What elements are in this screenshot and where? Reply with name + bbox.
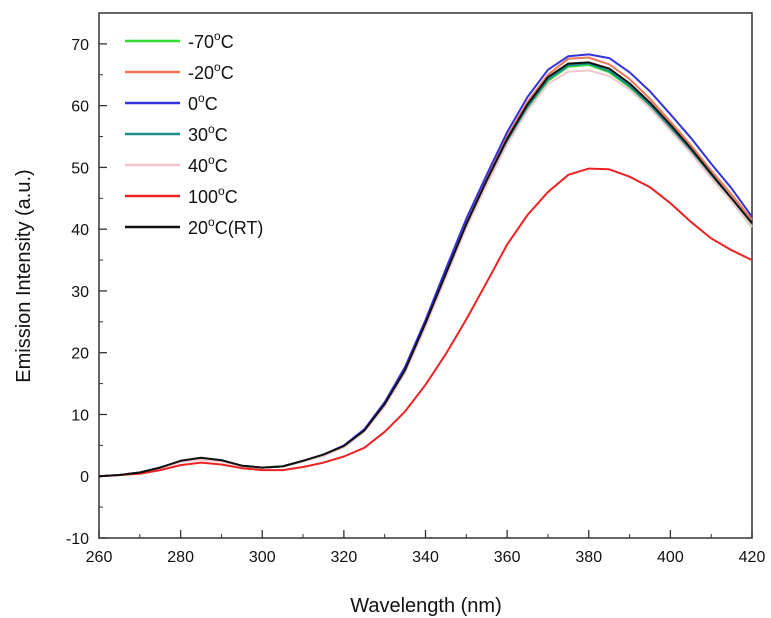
legend-entry-unit: C	[205, 94, 218, 114]
y-tick-label: 20	[71, 346, 89, 363]
x-tick-label: 360	[494, 549, 521, 566]
series-lines	[98, 53, 753, 478]
y-axis-ticks: -10 0 10 20 30 40 50 60 70	[66, 37, 107, 548]
legend-entry-value: 30	[188, 125, 208, 145]
legend-entry-superscript: o	[214, 60, 221, 74]
legend-entry-1: -20oC	[188, 60, 234, 83]
legend-entry-value: 100	[188, 187, 218, 207]
legend-entry-6: 20oC(RT)	[188, 215, 263, 238]
legend-entry-superscript: o	[208, 153, 215, 167]
x-tick-label: 420	[739, 549, 766, 566]
x-tick-label: 260	[86, 549, 113, 566]
legend-entry-unit: C	[225, 187, 238, 207]
y-tick-label: 0	[80, 469, 89, 486]
legend-entry-unit: C(RT)	[215, 218, 264, 238]
legend-entry-2: 0oC	[188, 91, 218, 114]
legend-entry-superscript: o	[214, 29, 221, 43]
x-tick-label: 320	[331, 549, 358, 566]
series-line-4	[98, 69, 753, 478]
legend-entry-value: 0	[188, 94, 198, 114]
legend-entry-5: 100oC	[188, 184, 238, 207]
legend-entry-unit: C	[215, 125, 228, 145]
y-tick-label: 50	[71, 160, 89, 177]
legend-entry-unit: C	[221, 63, 234, 83]
series-line-6	[98, 61, 753, 478]
legend-entry-value: -20	[188, 63, 214, 83]
legend-entry-value: -70	[188, 32, 214, 52]
legend-entry-unit: C	[215, 156, 228, 176]
legend-entry-superscript: o	[208, 122, 215, 136]
x-tick-label: 400	[657, 549, 684, 566]
x-axis-ticks: 260 280 300 320 340 360 380 400 420	[86, 530, 766, 566]
x-tick-label: 340	[412, 549, 439, 566]
x-tick-label: 300	[249, 549, 276, 566]
legend-entry-3: 30oC	[188, 122, 228, 145]
y-tick-label: 70	[71, 37, 89, 54]
legend-entry-0: -70oC	[188, 29, 234, 52]
x-axis-label: Wavelength (nm)	[350, 595, 502, 617]
y-axis-label: Emission Intensity (a.u.)	[13, 169, 35, 382]
y-tick-label: 60	[71, 99, 89, 116]
legend-entry-4: 40oC	[188, 153, 228, 176]
y-tick-label: -10	[66, 531, 89, 548]
y-tick-label: 30	[71, 284, 89, 301]
legend-entry-value: 40	[188, 156, 208, 176]
y-tick-label: 10	[71, 407, 89, 424]
legend-entry-value: 20	[188, 218, 208, 238]
legend-entry-superscript: o	[208, 215, 215, 229]
x-tick-label: 280	[167, 549, 194, 566]
x-tick-label: 380	[575, 549, 602, 566]
legend-entry-superscript: o	[218, 184, 225, 198]
legend-entry-superscript: o	[198, 91, 205, 105]
series-line-5	[98, 167, 753, 478]
y-tick-label: 40	[71, 222, 89, 239]
legend-entry-unit: C	[221, 32, 234, 52]
